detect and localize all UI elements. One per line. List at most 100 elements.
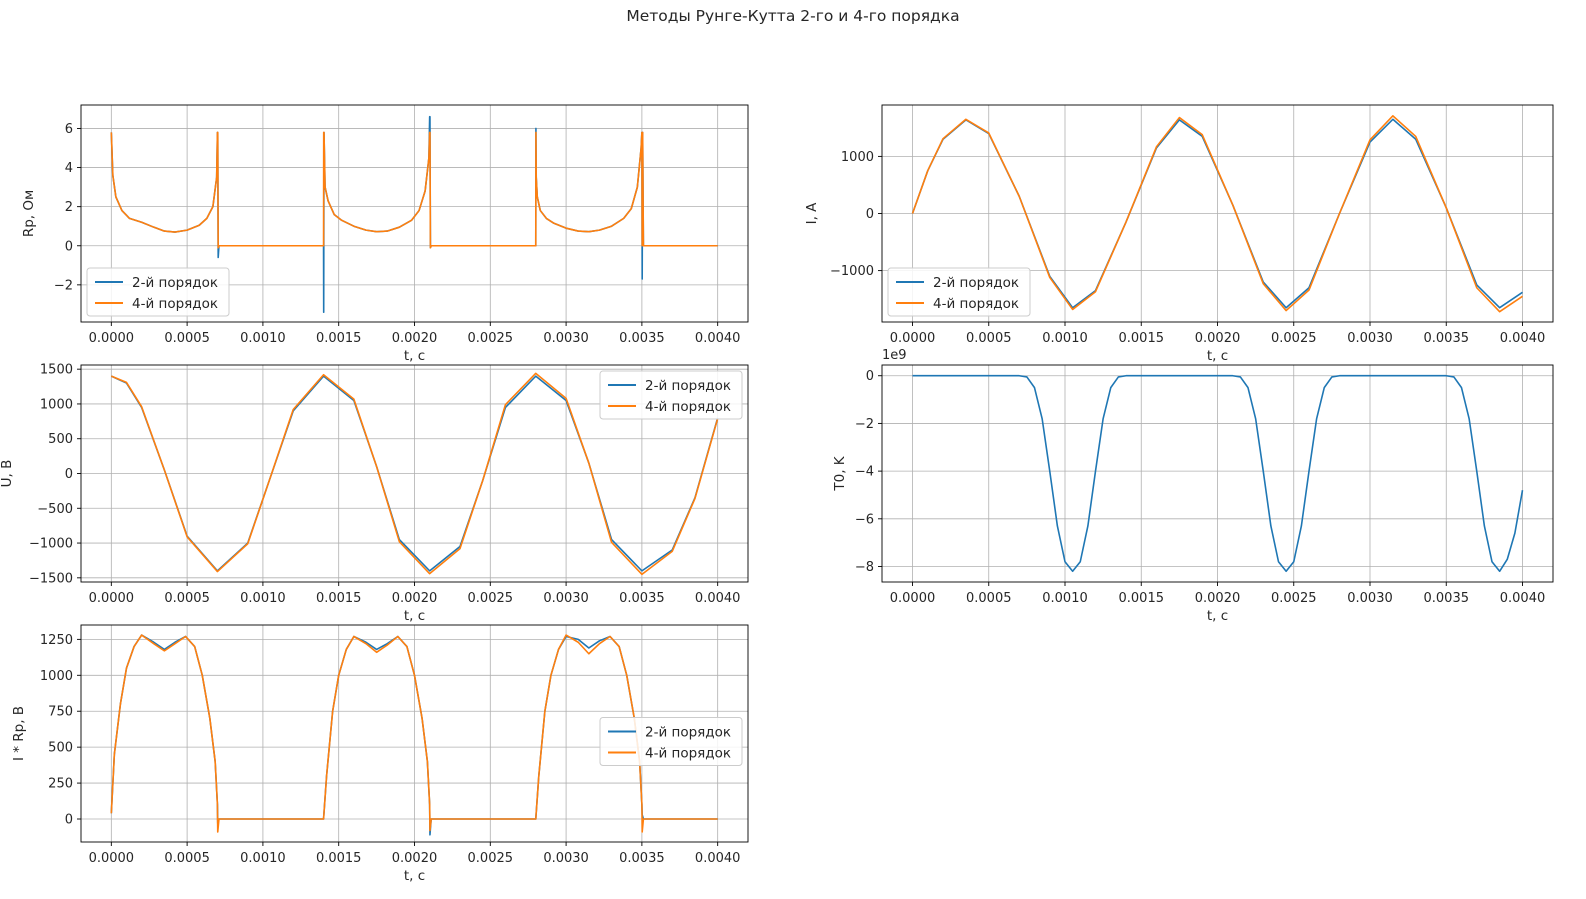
legend-label-order2: 2-й порядок [645,378,731,394]
x-axis-label: t, c [404,868,425,884]
x-tick-label: 0.0025 [468,851,514,866]
y-tick-label: 500 [48,432,73,447]
legend-label-order2: 2-й порядок [645,725,731,741]
series-line-order4 [110,131,718,249]
x-axis-label: t, c [404,348,425,364]
y-axis-label: Rp, Ом [21,190,37,237]
x-tick-label: 0.0010 [240,331,286,346]
y-axis-label: U, B [0,460,15,488]
series-line-order2 [912,374,1524,573]
subplot-rp: 0.0000 0.0005 0.0010 0.0015 0.0020 0.0025 0.00… [21,104,749,364]
y-tick-label: 0 [65,239,73,254]
x-tick-label: 0.0020 [392,851,438,866]
subplot-temperature: 0.0000 0.0005 0.0010 0.0015 0.0020 0.0025 0.00… [832,348,1554,624]
y-tick-label: −500 [37,502,73,517]
x-tick-label: 0.0030 [543,331,589,346]
x-tick-label: 0.0035 [619,591,665,606]
legend: 2-й порядок 4-й порядок [599,370,743,420]
x-tick-label: 0.0005 [164,591,210,606]
x-tick-label: 0.0035 [1424,591,1470,606]
x-tick-label: 0.0030 [1347,331,1393,346]
x-tick-label: 0.0000 [89,331,135,346]
x-tick-label: 0.0035 [619,331,665,346]
x-tick-label: 0.0000 [890,591,936,606]
y-tick-label: 0 [866,207,874,222]
x-tick-label: 0.0030 [543,851,589,866]
x-tick-label: 0.0010 [1042,591,1088,606]
x-tick-label: 0.0010 [1042,331,1088,346]
figure-title: Методы Рунге-Кутта 2-го и 4-го порядка [626,7,959,25]
y-tick-label: 1000 [841,150,874,165]
x-tick-label: 0.0010 [240,851,286,866]
x-tick-label: 0.0040 [1500,331,1546,346]
series-line-order4 [911,115,1523,313]
x-tick-label: 0.0000 [89,851,135,866]
x-tick-label: 0.0020 [1195,591,1241,606]
series-group [110,372,719,576]
y-tick-label: −6 [855,512,874,527]
series-line-order4 [110,634,718,833]
y-tick-label: 0 [866,369,874,384]
legend-label-order4: 4-й порядок [645,746,731,762]
legend-label-order4: 4-й порядок [933,296,1019,312]
legend-label-order4: 4-й порядок [645,399,731,415]
series-group [911,115,1523,313]
subplots: 0.0000 0.0005 0.0010 0.0015 0.0020 0.0025 0.00… [0,104,1554,884]
y-tick-label: 1500 [40,363,73,378]
y-tick-label: 0 [65,813,73,828]
y-axis-label: I, A [804,202,820,225]
y-tick-label: 1000 [40,397,73,412]
x-tick-label: 0.0005 [966,331,1012,346]
x-tick-label: 0.0040 [695,851,741,866]
x-axis-label: t, c [1207,348,1228,364]
series-group [110,115,718,314]
x-tick-label: 0.0015 [316,331,362,346]
x-tick-label: 0.0025 [468,331,514,346]
y-tick-label: 500 [48,741,73,756]
y-tick-label: −2 [54,278,73,293]
x-tick-label: 0.0030 [543,591,589,606]
x-tick-label: 0.0025 [1271,331,1317,346]
x-tick-label: 0.0030 [1347,591,1393,606]
x-tick-label: 0.0005 [966,591,1012,606]
y-tick-label: 750 [48,705,73,720]
legend: 2-й порядок 4-й порядок [86,267,230,317]
legend: 2-й порядок 4-й порядок [599,717,743,766]
x-tick-label: 0.0040 [695,591,741,606]
x-axis-label: t, c [404,608,425,624]
legend-label-order2: 2-й порядок [933,275,1019,291]
y-tick-label: 2 [65,200,73,215]
x-tick-label: 0.0015 [316,851,362,866]
x-tick-label: 0.0015 [316,591,362,606]
legend: 2-й порядок 4-й порядок [887,267,1031,317]
x-tick-label: 0.0040 [695,331,741,346]
y-axis-label: T0, K [832,455,848,491]
y-tick-label: −2 [855,417,874,432]
x-tick-label: 0.0005 [164,851,210,866]
x-tick-label: 0.0035 [1424,331,1470,346]
y-tick-label: −1000 [29,537,73,552]
y-tick-label: 1250 [40,633,73,648]
y-tick-label: 250 [48,777,73,792]
x-tick-label: 0.0005 [164,331,210,346]
x-tick-label: 0.0020 [1195,331,1241,346]
subplot-ir: 0.0000 0.0005 0.0010 0.0015 0.0020 0.0025 0.00… [11,624,749,884]
y-tick-label: −8 [855,560,874,575]
x-tick-label: 0.0035 [619,851,665,866]
y-tick-label: −4 [855,465,874,480]
subplot-current: 0.0000 0.0005 0.0010 0.0015 0.0020 0.0025 0.00… [804,104,1554,364]
series-group [912,374,1524,573]
y-tick-label: −1500 [29,571,73,586]
y-axis-label: I * Rp, B [11,706,27,761]
subplot-voltage: 0.0000 0.0005 0.0010 0.0015 0.0020 0.0025 0.00… [0,363,749,624]
x-tick-label: 0.0025 [468,591,514,606]
y-tick-label: 6 [65,122,73,137]
x-axis-label: t, c [1207,608,1228,624]
series-line-order4 [111,372,719,576]
x-tick-label: 0.0010 [240,591,286,606]
x-tick-label: 0.0020 [392,331,438,346]
x-tick-label: 0.0015 [1119,591,1165,606]
x-tick-label: 0.0000 [89,591,135,606]
